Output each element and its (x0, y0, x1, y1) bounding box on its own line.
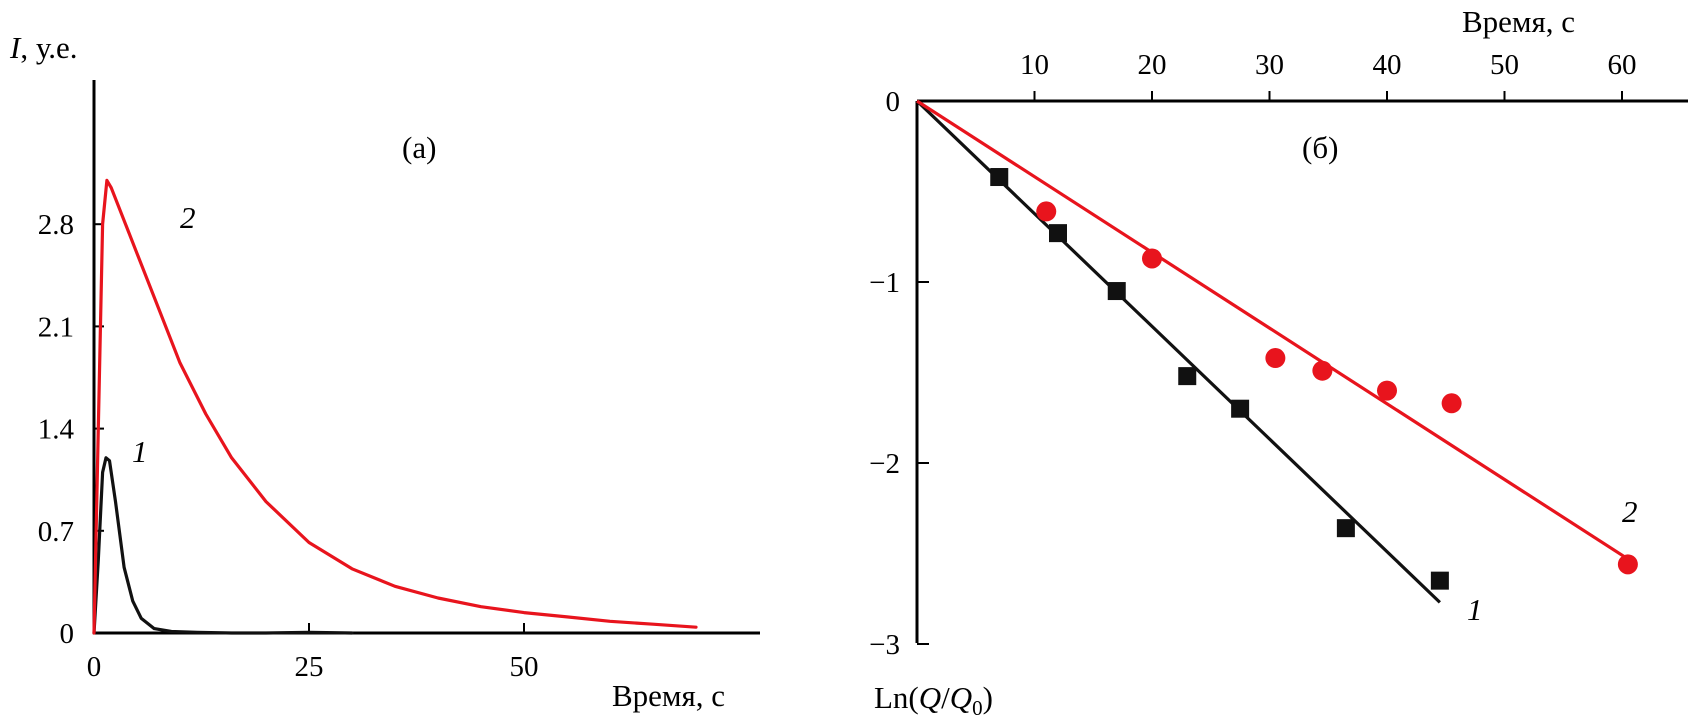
panel-a-y-tick-label: 2.8 (38, 209, 74, 241)
panel-b-series-2-point (1312, 360, 1333, 381)
panel-b-x-tick-label: 40 (1373, 49, 1402, 81)
panel-a-y-tick-label: 1.4 (38, 414, 75, 446)
panel-a-y-tick-label: 0.7 (38, 516, 74, 548)
panel-b-y-ticks: 0 −1 −2 −3 (869, 86, 929, 661)
panel-b: 0−1−2−3 10 20 30 40 50 60 Время, с Ln(Q/Q0) (… (869, 4, 1688, 720)
ylabel-part-slash: / (941, 680, 950, 715)
panel-b-series-2-point (1377, 380, 1397, 401)
panel-b-series-1-point (1107, 282, 1126, 301)
panel-b-x-tick-label: 30 (1255, 49, 1284, 81)
ylabel-part-q0: Q (950, 680, 972, 715)
panel-b-series-1-point (1231, 399, 1250, 418)
panel-b-series-2-point (1265, 348, 1286, 369)
panel-a-y-unit: , у.е. (20, 30, 77, 65)
panel-a-x-axis-label: Время, с (612, 678, 725, 713)
panel-a-series-2-line (92, 178, 698, 635)
panel-b-series-2-point (1617, 554, 1638, 575)
panel-a-label: (а) (402, 130, 436, 165)
panel-a: 0 0.7 1.4 2.1 2.8 0 25 50 I, у.е. Время, с (а)… (9, 30, 760, 713)
panel-b-series-2-fit-line (916, 99, 1629, 561)
panel-b-series-2-point (1142, 248, 1162, 269)
panel-b-y-tick-label: −1 (869, 267, 900, 299)
panel-a-x-tick-label: 25 (295, 651, 324, 683)
panel-b-x-tick-label: 50 (1490, 49, 1519, 81)
panel-a-series-1-line (92, 456, 354, 635)
panel-a-y-tick-label: 2.1 (38, 311, 74, 343)
ylabel-part-q: Q (919, 680, 941, 715)
ylabel-part-close: ) (983, 680, 993, 715)
panel-b-x-tick-label: 60 (1608, 49, 1637, 81)
panel-a-x-tick-label: 0 (87, 651, 102, 683)
panel-a-x-ticks: 0 25 50 (87, 623, 539, 683)
ylabel-part-sub0: 0 (972, 696, 983, 720)
panel-b-series-1-point (1178, 367, 1197, 386)
panel-a-curve-label-2: 2 (180, 200, 196, 235)
panel-b-series-1-point (990, 168, 1009, 187)
panel-b-series-2-point (1441, 393, 1462, 414)
panel-b-curve-label-1: 1 (1467, 592, 1483, 627)
panel-a-y-var: I (9, 30, 22, 65)
panel-b-x-axis-label: Время, с (1462, 4, 1575, 39)
panel-b-x-ticks: 10 20 30 40 50 60 (1020, 49, 1637, 101)
panel-b-series-1-point (1049, 224, 1067, 243)
panel-b-curve-label-2: 2 (1622, 494, 1638, 529)
panel-b-x-tick-label: 20 (1138, 49, 1167, 81)
panel-b-y-axis-label: Ln(Q/Q0) (874, 680, 993, 720)
panel-a-x-tick-label: 50 (510, 651, 539, 683)
panel-a-curve-label-1: 1 (132, 434, 148, 469)
panel-a-y-ticks: 0 0.7 1.4 2.1 2.8 (38, 209, 104, 650)
panel-b-series-1-point (1430, 571, 1449, 590)
panel-a-y-axis-label: I, у.е. (9, 30, 77, 65)
panel-b-series (915, 99, 1638, 604)
panel-b-series-2-point (1036, 201, 1057, 222)
panel-b-x-tick-label: 10 (1020, 49, 1049, 81)
panel-b-y-tick-label: −2 (869, 448, 900, 480)
panel-b-y-tick-label: −3 (869, 629, 900, 661)
panel-b-y-tick-label: 0 (886, 86, 901, 118)
ylabel-part-ln: Ln( (874, 680, 919, 715)
panel-b-label: (б) (1302, 130, 1338, 165)
panel-a-y-tick-label: 0 (60, 618, 75, 650)
panel-b-series-1-point (1336, 519, 1355, 538)
panel-a-series (92, 178, 698, 635)
